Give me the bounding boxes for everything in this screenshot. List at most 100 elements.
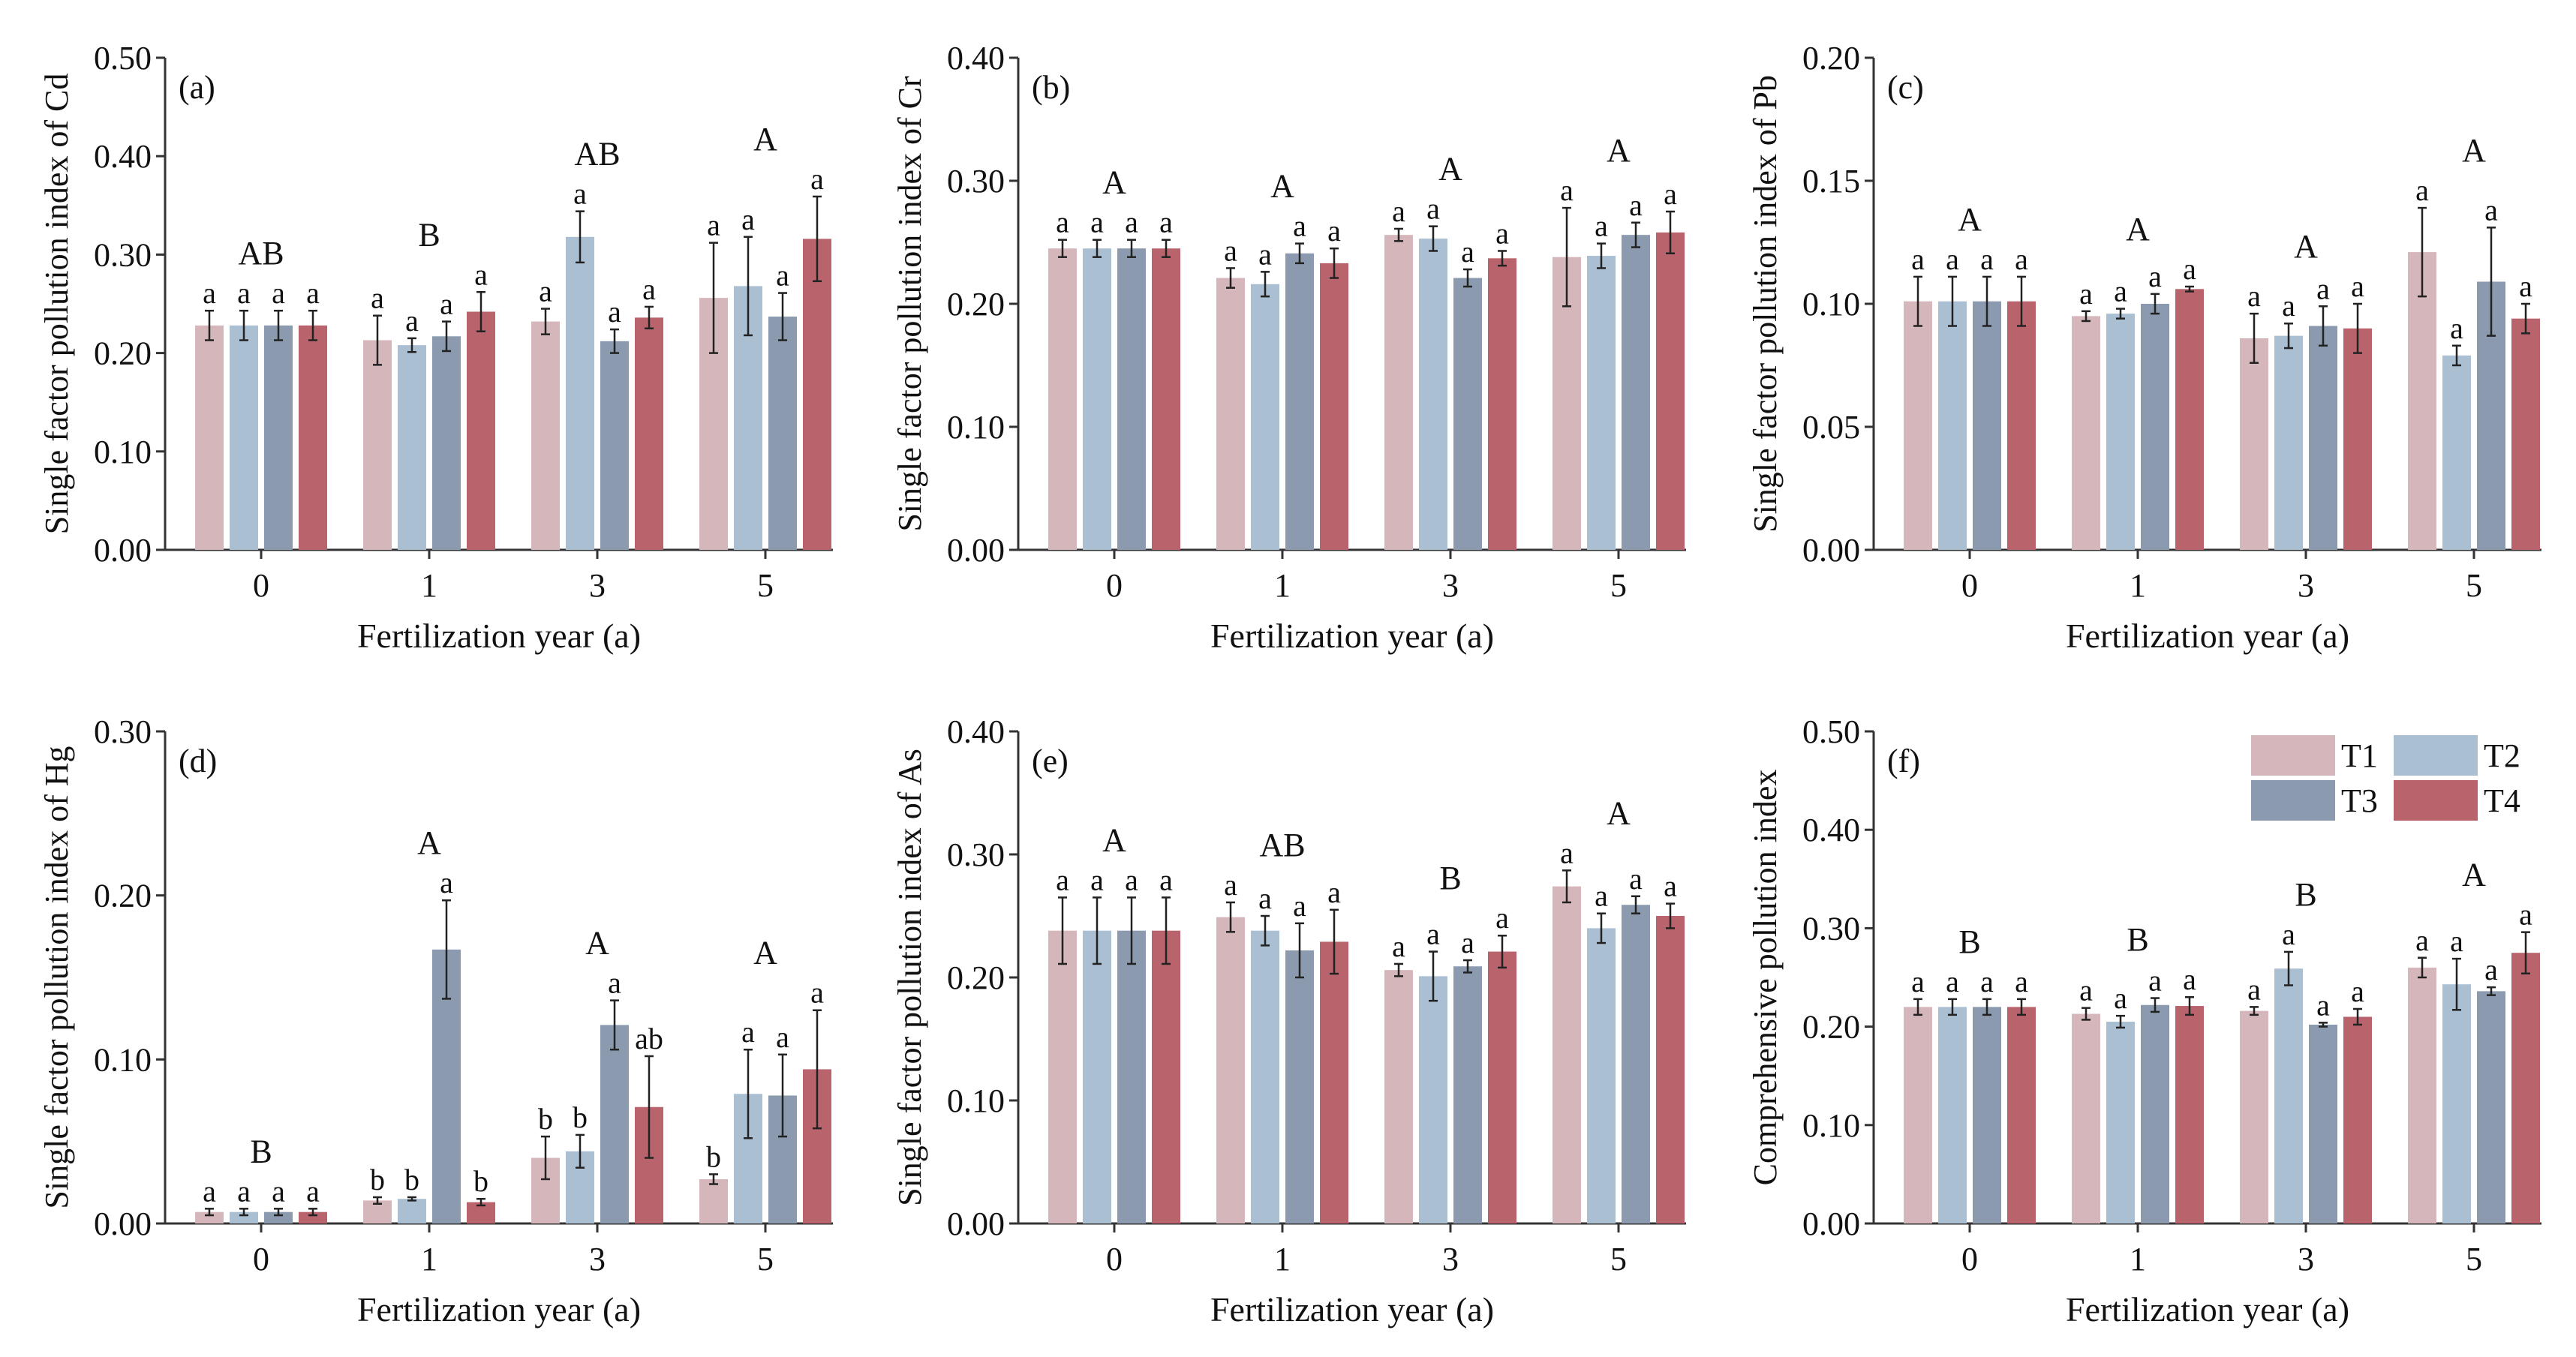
- panel-label: (d): [179, 743, 217, 779]
- significance-letter: a: [203, 1174, 216, 1208]
- significance-letter: a: [1159, 206, 1173, 239]
- significance-letter: a: [573, 177, 587, 211]
- y-tick-label: 0.30: [94, 713, 152, 750]
- x-tick-label: 3: [589, 567, 606, 604]
- significance-letter: a: [776, 1020, 789, 1054]
- x-tick-label: 1: [2130, 567, 2146, 604]
- significance-letter: a: [2519, 269, 2532, 303]
- y-tick-label: 0.20: [947, 286, 1005, 323]
- significance-letter: a: [1595, 879, 1608, 913]
- x-tick-label: 5: [2466, 567, 2482, 604]
- y-tick-label: 0.00: [947, 532, 1005, 569]
- bar-T2-year-5: [2442, 355, 2471, 550]
- bar-T3-year-3: [600, 341, 629, 550]
- significance-letter: a: [608, 966, 621, 1000]
- x-tick-label: 0: [1106, 1241, 1123, 1277]
- significance-letter: a: [2079, 974, 2093, 1007]
- bar-T1-year-0: [195, 325, 224, 550]
- y-tick-label: 0.00: [1802, 532, 1860, 569]
- bar-T3-year-1: [2141, 1004, 2169, 1223]
- significance-letter: a: [272, 276, 285, 310]
- significance-letter: a: [1980, 242, 1994, 276]
- significance-letter: b: [473, 1164, 488, 1198]
- bar-T4-year-1: [467, 311, 495, 550]
- legend-swatch-T3: [2251, 780, 2335, 821]
- bar-T1-year-5: [1553, 886, 1581, 1223]
- significance-letter: a: [1125, 863, 1138, 896]
- bar-T2-year-1: [2106, 1022, 2135, 1223]
- significance-letter: a: [2183, 962, 2196, 996]
- bar-T1-year-0: [1904, 1007, 1932, 1223]
- panel-label: (e): [1032, 743, 1069, 779]
- x-tick-label: 3: [1442, 567, 1459, 604]
- significance-letter: a: [1327, 214, 1341, 248]
- bar-T4-year-5: [1656, 916, 1685, 1223]
- bar-T2-year-3: [566, 236, 594, 550]
- bar-T4-year-5: [1656, 232, 1685, 550]
- bar-T2-year-1: [1251, 284, 1279, 550]
- significance-letter: a: [2351, 269, 2364, 303]
- significance-letter: a: [1461, 926, 1474, 959]
- significance-letter: a: [1664, 177, 1677, 211]
- bar-T3-year-3: [2309, 1024, 2337, 1223]
- significance-letter: a: [1090, 206, 1104, 239]
- y-tick-label: 0.10: [947, 1082, 1005, 1119]
- bar-T3-year-0: [1973, 1007, 2001, 1223]
- bar-T4-year-0: [1152, 930, 1180, 1223]
- bar-T3-year-3: [1453, 278, 1482, 550]
- x-tick-label: 5: [757, 1241, 774, 1277]
- bar-T2-year-0: [230, 1211, 258, 1223]
- y-tick-label: 0.40: [947, 713, 1005, 750]
- significance-letter: a: [2351, 974, 2364, 1008]
- y-tick-label: 0.20: [947, 959, 1005, 996]
- significance-letter: b: [538, 1102, 553, 1136]
- group-letter: AB: [574, 136, 620, 173]
- significance-letter: a: [1293, 889, 1306, 923]
- significance-letter: b: [370, 1163, 385, 1196]
- significance-letter: a: [1595, 209, 1608, 243]
- group-letter: A: [2462, 132, 2486, 169]
- bar-T4-year-0: [2007, 1007, 2036, 1223]
- bar-T4-year-3: [1488, 951, 1516, 1223]
- bar-T3-year-5: [1622, 235, 1650, 550]
- significance-letter: a: [1946, 242, 1959, 276]
- bar-T1-year-5: [699, 1178, 728, 1223]
- significance-letter: a: [440, 866, 453, 899]
- panel-label: (a): [179, 69, 215, 106]
- group-letter: A: [1270, 168, 1294, 205]
- y-tick-label: 0.20: [94, 335, 152, 372]
- legend-label: T2: [2484, 737, 2520, 774]
- legend-label: T4: [2484, 782, 2520, 819]
- significance-letter: a: [2114, 981, 2127, 1015]
- significance-letter: a: [1258, 881, 1272, 915]
- significance-letter: a: [2148, 964, 2162, 998]
- bar-T1-year-0: [1904, 301, 1932, 550]
- significance-letter: a: [1090, 863, 1104, 896]
- bar-T2-year-0: [230, 325, 258, 550]
- bar-T1-year-3: [2240, 338, 2268, 550]
- bar-T2-year-3: [2274, 968, 2303, 1223]
- y-tick-label: 0.05: [1802, 409, 1860, 446]
- x-tick-label: 1: [1274, 567, 1291, 604]
- y-axis-label: Single factor pollution index of As: [891, 749, 928, 1206]
- group-letter: A: [2294, 228, 2318, 265]
- group-letter: B: [250, 1133, 272, 1169]
- y-tick-label: 0.10: [947, 409, 1005, 446]
- significance-letter: a: [2015, 242, 2028, 276]
- significance-letter: a: [272, 1174, 285, 1208]
- bar-T4-year-1: [1320, 263, 1348, 550]
- significance-letter: a: [1911, 965, 1925, 998]
- bar-T4-year-0: [2007, 301, 2036, 550]
- y-tick-label: 0.10: [94, 434, 152, 470]
- significance-letter: a: [1125, 206, 1138, 239]
- bar-T4-year-1: [2175, 289, 2204, 550]
- bar-T3-year-3: [1453, 966, 1482, 1223]
- x-tick-label: 5: [1610, 567, 1627, 604]
- significance-letter: a: [1224, 868, 1237, 902]
- legend-label: T1: [2341, 737, 2378, 774]
- x-tick-label: 3: [2298, 1241, 2314, 1277]
- x-tick-label: 0: [253, 567, 269, 604]
